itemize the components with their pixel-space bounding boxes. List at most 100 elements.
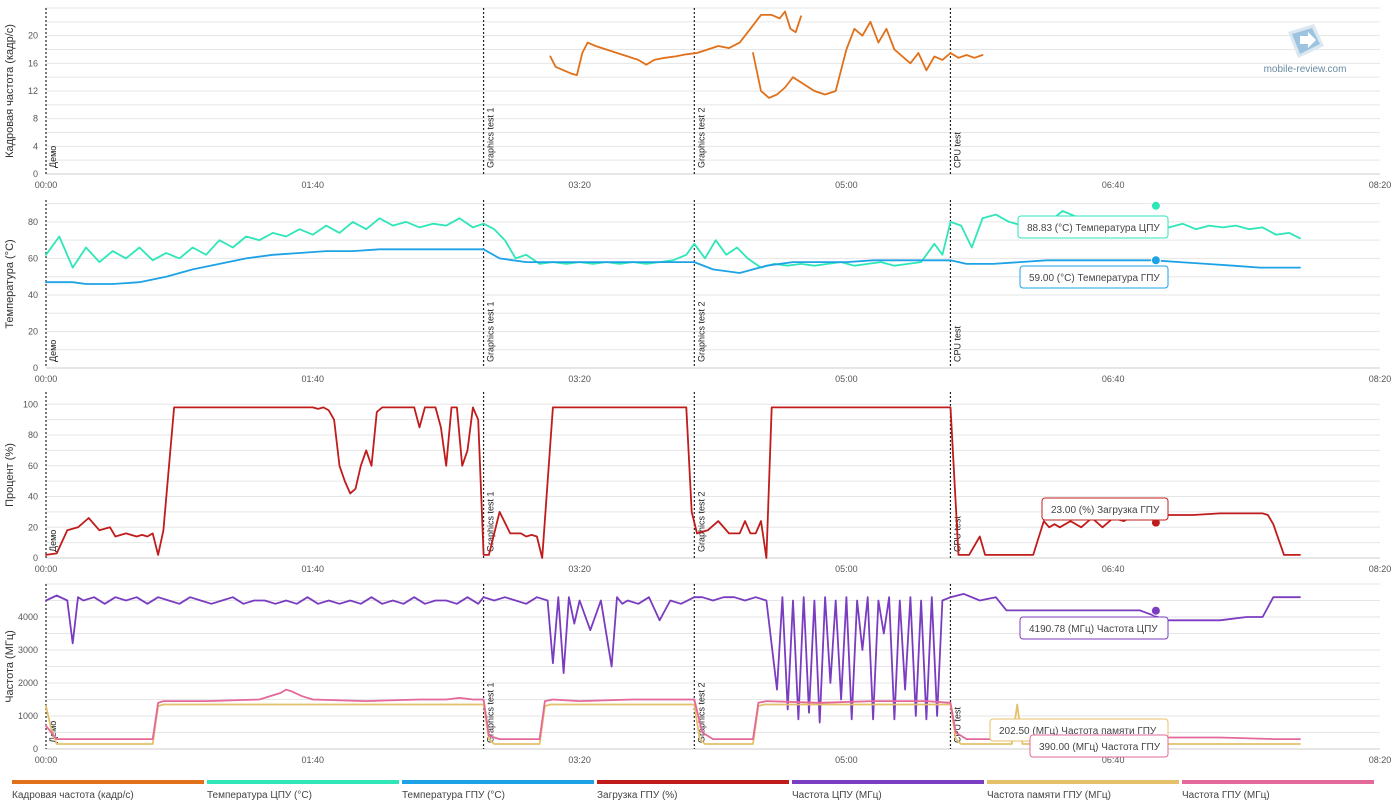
x-tick-label: 06:40 bbox=[1102, 564, 1125, 574]
legend-label: Температура ГПУ (°C) bbox=[402, 790, 505, 801]
legend: Кадровая частота (кадр/с) Температура ЦПУ… bbox=[12, 780, 1392, 802]
x-tick-label: 01:40 bbox=[302, 755, 325, 765]
x-tick-label: 05:00 bbox=[835, 755, 858, 765]
y-tick-label: 16 bbox=[28, 58, 38, 68]
test-marker-label: CPU test bbox=[952, 131, 962, 168]
y-tick-label: 4000 bbox=[18, 612, 38, 622]
legend-label: Кадровая частота (кадр/с) bbox=[12, 790, 134, 801]
series-line bbox=[45, 406, 1301, 559]
logo-text: mobile-review.com bbox=[1263, 64, 1347, 75]
tooltip-text: 390.00 (МГц) Частота ГПУ bbox=[1039, 742, 1161, 753]
legend-swatch bbox=[402, 780, 594, 784]
x-tick-label: 05:00 bbox=[835, 180, 858, 190]
y-tick-label: 40 bbox=[28, 492, 38, 502]
x-tick-label: 00:00 bbox=[35, 564, 58, 574]
x-tick-label: 03:20 bbox=[568, 564, 591, 574]
y-tick-label: 1000 bbox=[18, 711, 38, 721]
tooltip-text: 4190.78 (МГц) Частота ЦПУ bbox=[1029, 624, 1158, 635]
tooltip-text: 59.00 (°C) Температура ГПУ bbox=[1029, 273, 1160, 284]
tooltip-text: 88.83 (°C) Температура ЦПУ bbox=[1027, 223, 1160, 234]
tooltip-box bbox=[1041, 497, 1169, 521]
test-marker-label: Демо bbox=[48, 146, 58, 168]
x-tick-label: 01:40 bbox=[302, 564, 325, 574]
legend-label: Температура ЦПУ (°C) bbox=[207, 790, 312, 801]
x-tick-label: 00:00 bbox=[35, 180, 58, 190]
test-marker-label: Graphics test 1 bbox=[486, 682, 496, 743]
x-tick-label: 01:40 bbox=[302, 180, 325, 190]
y-tick-label: 12 bbox=[28, 86, 38, 96]
test-marker-label: CPU test bbox=[952, 706, 962, 743]
y-axis-label: Частота (МГц) bbox=[4, 630, 16, 703]
y-tick-label: 8 bbox=[33, 114, 38, 124]
x-tick-label: 01:40 bbox=[302, 374, 325, 384]
y-tick-label: 0 bbox=[33, 363, 38, 373]
test-marker-label: Graphics test 2 bbox=[696, 301, 706, 362]
series-line bbox=[752, 20, 984, 99]
test-marker-label: Graphics test 1 bbox=[486, 107, 496, 168]
y-tick-label: 60 bbox=[28, 461, 38, 471]
y-tick-label: 100 bbox=[23, 399, 38, 409]
legend-label: Частота памяти ГПУ (МГц) bbox=[987, 790, 1111, 801]
tooltip-text: 202.50 (МГц) Частота памяти ГПУ bbox=[999, 726, 1157, 737]
legend-label: Частота ГПУ (МГц) bbox=[1182, 790, 1270, 801]
x-tick-label: 05:00 bbox=[835, 564, 858, 574]
series-line bbox=[549, 10, 802, 76]
y-tick-label: 20 bbox=[28, 522, 38, 532]
x-tick-label: 08:20 bbox=[1369, 564, 1392, 574]
test-marker-label: Демо bbox=[48, 340, 58, 362]
legend-swatch bbox=[987, 780, 1179, 784]
test-marker-label: Graphics test 2 bbox=[696, 491, 706, 552]
x-tick-label: 00:00 bbox=[35, 374, 58, 384]
x-tick-label: 06:40 bbox=[1102, 180, 1125, 190]
legend-swatch bbox=[207, 780, 399, 784]
y-tick-label: 40 bbox=[28, 290, 38, 300]
tooltip-point bbox=[1150, 255, 1161, 266]
y-tick-label: 0 bbox=[33, 553, 38, 563]
tooltip-box bbox=[1029, 734, 1169, 758]
x-tick-label: 03:20 bbox=[568, 374, 591, 384]
legend-item[interactable]: Частота памяти ГПУ (МГц) bbox=[987, 780, 1179, 802]
legend-item[interactable]: Частота ГПУ (МГц) bbox=[1182, 780, 1374, 802]
y-tick-label: 20 bbox=[28, 31, 38, 41]
y-tick-label: 80 bbox=[28, 217, 38, 227]
tooltip-box bbox=[1017, 215, 1169, 239]
test-marker-label: CPU test bbox=[952, 325, 962, 362]
legend-item[interactable]: Частота ЦПУ (МГц) bbox=[792, 780, 984, 802]
x-tick-label: 03:20 bbox=[568, 180, 591, 190]
test-marker-label: Graphics test 2 bbox=[696, 682, 706, 743]
x-tick-label: 08:20 bbox=[1369, 374, 1392, 384]
test-marker-label: Graphics test 2 bbox=[696, 107, 706, 168]
test-marker-label: Graphics test 1 bbox=[486, 491, 496, 552]
y-tick-label: 0 bbox=[33, 169, 38, 179]
x-tick-label: 08:20 bbox=[1369, 180, 1392, 190]
legend-label: Загрузка ГПУ (%) bbox=[597, 790, 678, 801]
y-tick-label: 60 bbox=[28, 253, 38, 263]
y-axis-label: Кадровая частота (кадр/с) bbox=[4, 24, 16, 158]
y-tick-label: 3000 bbox=[18, 645, 38, 655]
legend-swatch bbox=[792, 780, 984, 784]
x-tick-label: 06:40 bbox=[1102, 755, 1125, 765]
test-marker-label: Graphics test 1 bbox=[486, 301, 496, 362]
legend-item[interactable]: Температура ГПУ (°C) bbox=[402, 780, 594, 802]
benchmark-charts: 0 4 8 12 16 20 00:00 01:40 03:20 05:00 06:40 08:20 К… bbox=[4, 7, 1392, 765]
x-tick-label: 05:00 bbox=[835, 374, 858, 384]
y-tick-label: 4 bbox=[33, 141, 38, 151]
tooltip-box bbox=[1019, 265, 1169, 289]
x-tick-label: 06:40 bbox=[1102, 374, 1125, 384]
y-axis-label: Температура (°C) bbox=[4, 239, 16, 328]
tooltip-point bbox=[1150, 200, 1161, 211]
legend-item[interactable]: Кадровая частота (кадр/с) bbox=[12, 780, 204, 802]
legend-item[interactable]: Температура ЦПУ (°C) bbox=[207, 780, 399, 802]
x-tick-label: 00:00 bbox=[35, 755, 58, 765]
tooltip-box bbox=[1019, 616, 1169, 640]
logo-badge-icon bbox=[1288, 24, 1324, 58]
legend-label: Частота ЦПУ (МГц) bbox=[792, 790, 882, 801]
y-axis-label: Процент (%) bbox=[4, 443, 16, 507]
series-line bbox=[45, 593, 1301, 724]
y-tick-label: 20 bbox=[28, 326, 38, 336]
legend-swatch bbox=[1182, 780, 1374, 784]
legend-item[interactable]: Загрузка ГПУ (%) bbox=[597, 780, 789, 802]
series-line bbox=[45, 248, 1301, 285]
y-tick-label: 80 bbox=[28, 430, 38, 440]
y-tick-label: 0 bbox=[33, 744, 38, 754]
